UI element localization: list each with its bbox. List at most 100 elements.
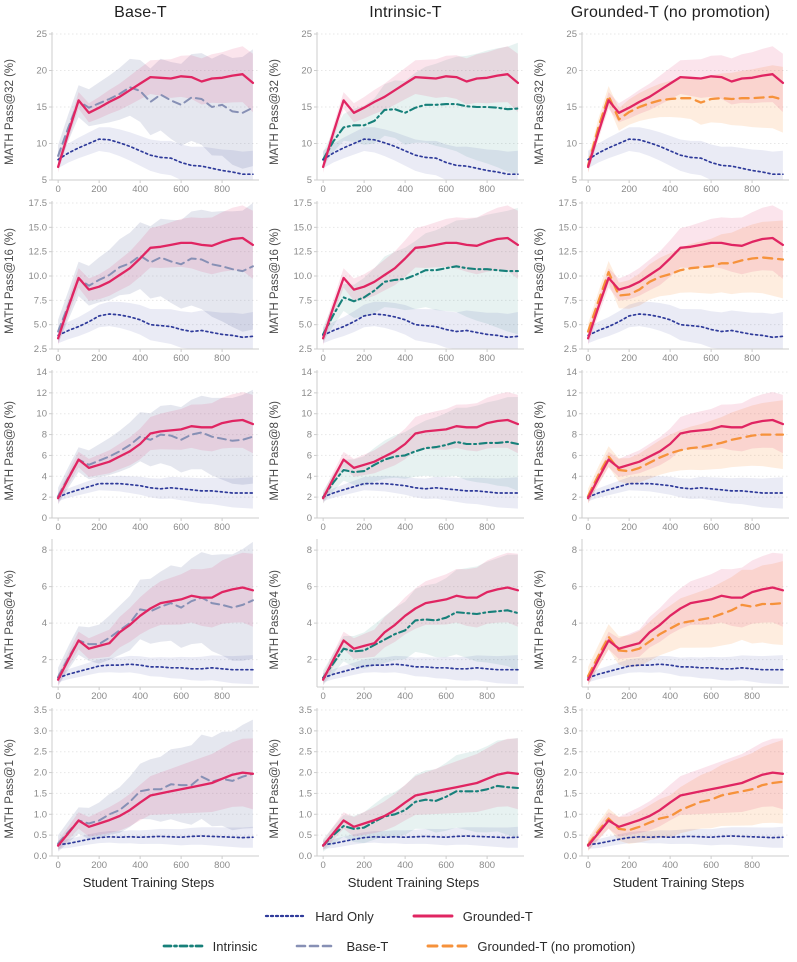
chart-cell-pass4-grounded-t-no-promotion: MATH Pass@4 (%) 2 4 6 8 0 200 400 600 800: [531, 535, 796, 704]
x-tick-label: 800: [744, 522, 760, 533]
line-intrinsic: [322, 609, 519, 679]
x-tick-label: 600: [703, 691, 719, 702]
y-axis-label: MATH Pass@1 (%): [3, 738, 16, 839]
x-tick-label: 200: [621, 522, 637, 533]
chart-pass32-intrinsic-t: 5 10 15 20 25 0 200 400 600 800: [301, 29, 524, 195]
x-tick-label: 0: [586, 860, 591, 871]
x-tick-label: 200: [621, 691, 637, 702]
x-axis-label: Student Training Steps: [82, 875, 215, 890]
y-tick-label: 2.5: [564, 344, 577, 355]
y-tick-label: 8: [307, 545, 312, 556]
y-tick-label: 25: [36, 29, 47, 40]
band-grounded_t: [323, 392, 518, 504]
line-intrinsic: [322, 784, 519, 847]
y-tick-label: 15: [301, 102, 312, 113]
y-tick-label: 1.0: [299, 809, 312, 820]
chart-cell-pass32-intrinsic-t: MATH Pass@32 (%) 5 10 15 20 25 0 200 400 600 800: [266, 28, 531, 197]
line-hard_only: [57, 482, 254, 498]
chart-pass8-intrinsic-t: 0 2 4 6 8 10 12 14 0 200 400 600 800: [301, 367, 524, 533]
y-axis-label: MATH Pass@8 (%): [533, 400, 546, 501]
chart-cell-pass8-base-t: MATH Pass@8 (%) 0 2 4 6 8 10 12 14 0 200 400 600 800: [1, 366, 266, 535]
line-base_t: [57, 86, 254, 157]
band-intrinsic: [323, 207, 518, 343]
y-tick-label: 20: [301, 66, 312, 77]
y-axis-label: MATH Pass@4 (%): [3, 569, 16, 670]
y-tick-label: 0.5: [564, 830, 577, 841]
line-grounded_t: [321, 586, 520, 681]
line-base_t: [57, 254, 254, 333]
x-tick-label: 800: [214, 691, 230, 702]
x-tick-label: 400: [662, 691, 678, 702]
x-tick-label: 400: [662, 522, 678, 533]
x-tick-label: 0: [321, 691, 326, 702]
y-tick-label: 1.5: [34, 788, 47, 799]
x-tick-label: 600: [173, 691, 189, 702]
band-hard_only: [58, 475, 253, 509]
x-tick-label: 800: [744, 353, 760, 364]
band-base_t: [58, 541, 253, 687]
band-grounded_t: [588, 205, 783, 346]
y-tick-label: 10: [566, 409, 577, 420]
y-tick-label: 20: [566, 66, 577, 77]
x-tick-label: 200: [356, 184, 372, 195]
band-hard_only: [588, 127, 783, 180]
line-hard_only: [322, 482, 519, 498]
y-tick-label: 4: [307, 471, 312, 482]
x-tick-label: 200: [621, 353, 637, 364]
x-tick-label: 0: [56, 860, 61, 871]
x-tick-label: 0: [586, 522, 591, 533]
y-tick-label: 15.0: [29, 222, 48, 233]
line-grounded_t: [586, 586, 785, 681]
band-hard_only: [323, 655, 518, 685]
x-tick-label: 400: [397, 691, 413, 702]
band-hard_only: [588, 826, 783, 849]
band-grounded_t: [58, 205, 253, 346]
legend-label: Base-T: [346, 938, 389, 954]
x-tick-label: 600: [703, 184, 719, 195]
y-tick-label: 7.5: [564, 295, 577, 306]
y-tick-label: 2: [42, 492, 47, 503]
y-tick-label: 17.5: [294, 198, 313, 209]
x-tick-label: 200: [91, 691, 107, 702]
y-tick-label: 12: [301, 388, 312, 399]
y-tick-label: 4: [42, 471, 47, 482]
x-tick-label: 800: [479, 691, 495, 702]
y-tick-label: 15.0: [294, 222, 313, 233]
y-tick-label: 6: [42, 450, 47, 461]
y-tick-label: 5.0: [34, 320, 47, 331]
x-tick-label: 600: [703, 522, 719, 533]
line-hard_only: [587, 138, 784, 176]
line-grounded_t: [56, 418, 255, 500]
chart-pass16-grounded-t-no-promotion: 2.5 5.0 7.5 10.0 12.5 15.0 17.5 0 200 400 600 800: [559, 198, 789, 364]
y-tick-label: 3.5: [564, 705, 577, 716]
y-tick-label: 8: [572, 545, 577, 556]
band-hard_only: [58, 826, 253, 849]
y-tick-label: 2.0: [564, 768, 577, 779]
line-intrinsic: [322, 440, 519, 499]
y-tick-label: 10: [566, 139, 577, 150]
column-title-base-t: Base-T: [114, 4, 167, 21]
x-axis-label: Student Training Steps: [612, 875, 745, 890]
line-grounded_t: [321, 771, 520, 847]
x-tick-label: 0: [56, 691, 61, 702]
legend-item-hard_only: Hard Only: [264, 909, 374, 924]
y-axis-label: MATH Pass@32 (%): [533, 59, 546, 166]
y-tick-label: 14: [566, 367, 577, 378]
legend-item-grounded_t_np: Grounded-T (no promotion): [426, 939, 635, 954]
chart-cell-pass1-intrinsic-t: MATH Pass@1 (%) 0.0 0.5 1.0 1.5 2.0 2.5 3.0 3.5 0…: [266, 704, 531, 873]
y-tick-label: 12.5: [29, 247, 48, 258]
band-hard_only: [588, 655, 783, 685]
x-tick-label: 600: [438, 860, 454, 871]
y-tick-label: 12.5: [559, 247, 578, 258]
line-grounded_t_np: [586, 433, 785, 498]
y-axis-label: MATH Pass@32 (%): [3, 59, 16, 166]
band-base_t: [58, 719, 253, 852]
x-tick-label: 800: [214, 522, 230, 533]
y-tick-label: 6: [42, 582, 47, 593]
x-tick-label: 600: [703, 353, 719, 364]
y-tick-label: 1.5: [299, 788, 312, 799]
legend-label: Intrinsic: [212, 938, 258, 954]
line-grounded_t: [321, 236, 520, 340]
y-axis-label: MATH Pass@8 (%): [3, 400, 16, 501]
y-tick-label: 0.0: [564, 851, 577, 862]
